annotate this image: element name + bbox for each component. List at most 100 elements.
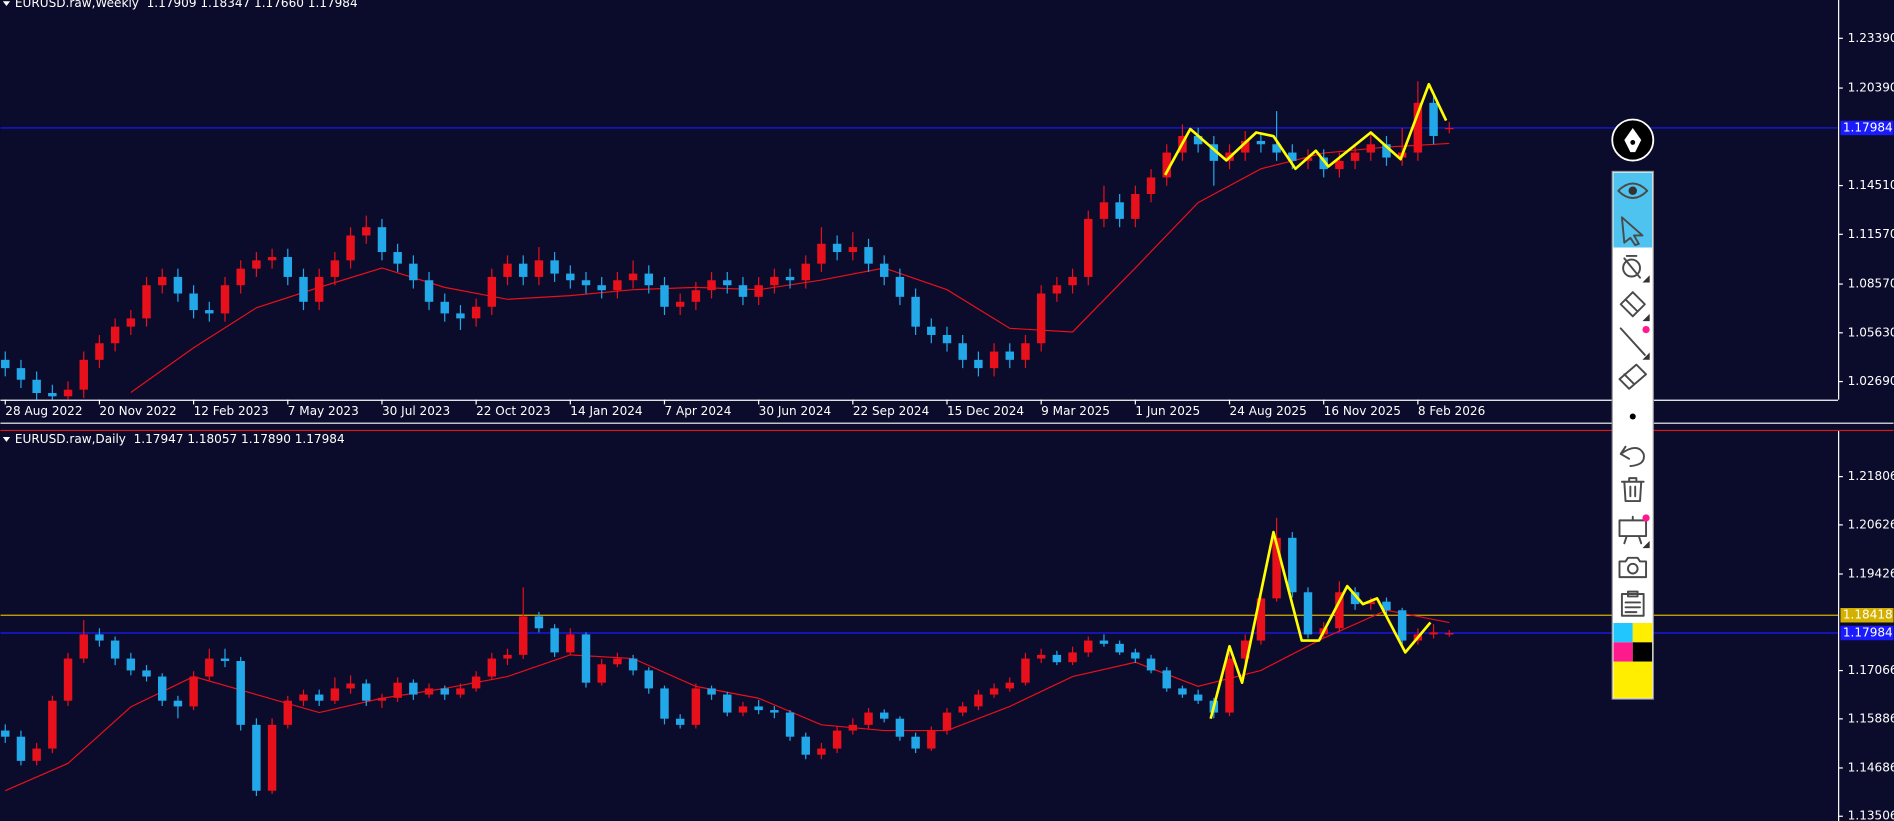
dot-tool[interactable] (1629, 413, 1636, 420)
candle-body (409, 682, 418, 695)
candle-body (1005, 682, 1015, 689)
candle-body (518, 263, 528, 277)
x-tick-label: 14 Jan 2024 (570, 404, 642, 418)
candle-body (550, 628, 559, 653)
candle-body (566, 273, 575, 281)
board-tool[interactable] (1618, 514, 1650, 549)
line-tool[interactable] (1619, 325, 1650, 360)
color-swatch[interactable] (1632, 622, 1653, 643)
highlighter-tool[interactable] (1619, 291, 1650, 322)
candle-body (424, 688, 434, 695)
candle-body (393, 682, 402, 698)
clipboard-tool[interactable] (1620, 590, 1645, 617)
candle-body (675, 301, 685, 307)
eraser-tool[interactable] (1618, 363, 1648, 390)
candle-body (1178, 688, 1187, 695)
color-dot (1642, 325, 1650, 334)
collapse-arrow[interactable] (2, 437, 11, 442)
candle-body (1272, 537, 1281, 599)
candle-body (1366, 144, 1376, 153)
candle-body (927, 730, 936, 749)
candle-body (817, 243, 826, 264)
candle-body (879, 263, 889, 277)
candle-body (503, 654, 512, 659)
x-tick-label: 7 May 2023 (288, 404, 359, 418)
candle-body (597, 285, 606, 291)
screenshot-tool[interactable] (1618, 556, 1648, 579)
candle-body (1193, 135, 1203, 145)
candle-body (895, 718, 905, 737)
pen-icon-dot (1630, 140, 1636, 145)
candle-body (377, 227, 387, 253)
candle-body (220, 285, 230, 314)
price-label-box (1840, 608, 1894, 623)
candle-body (1288, 152, 1297, 161)
collapse-arrow[interactable] (2, 1, 11, 7)
undo-tool[interactable] (1619, 445, 1645, 468)
candle-body (534, 260, 544, 277)
candle-body (299, 694, 308, 701)
candle-body (1350, 592, 1360, 605)
candle-body (974, 359, 983, 369)
active-tools (1613, 172, 1653, 248)
price-axis: 1.21806 1.20626 1.19426 1.17066 1.15886 1.146… (1838, 469, 1894, 821)
eye-tool[interactable] (1617, 182, 1649, 199)
color-dot (1642, 514, 1650, 522)
laser-tool[interactable] (1622, 254, 1650, 283)
color-swatch[interactable] (1632, 642, 1653, 662)
candle-body (691, 688, 701, 725)
color-swatch[interactable] (1613, 642, 1633, 662)
candle-body (1084, 640, 1093, 653)
x-tick-label: 7 Apr 2024 (664, 404, 731, 418)
candle-body (1303, 592, 1313, 635)
color-swatch[interactable] (1613, 622, 1633, 643)
candle-body (424, 280, 434, 302)
color-swatch[interactable] (1613, 661, 1653, 698)
candle-body (879, 712, 889, 719)
candle-body (63, 389, 73, 397)
candle-body (754, 285, 763, 297)
candle-body (1335, 160, 1344, 170)
candle-body (1382, 601, 1391, 611)
y-tick-label: 1.08570 (1848, 277, 1894, 291)
candle-body (1146, 177, 1156, 195)
candle-body (205, 310, 214, 314)
candle-body (471, 676, 481, 689)
y-tick-label: 1.14510 (1848, 178, 1894, 192)
candle-body (252, 724, 261, 791)
candle-body (1162, 670, 1171, 689)
candle-body (1115, 202, 1124, 219)
candle-body (644, 670, 654, 689)
plot-layer: 1.23390 1.20390 1.14510 1.11570 1.08570 1.056… (0, 31, 1894, 821)
candle-body (456, 688, 465, 695)
candle-body (628, 273, 638, 281)
candle-body (142, 670, 151, 677)
candle-body (456, 313, 465, 319)
candle-body (770, 710, 779, 713)
candle-body (864, 247, 873, 264)
candle-body (16, 736, 26, 761)
candle-body (487, 276, 497, 307)
candle-body (723, 694, 732, 713)
x-tick-label: 8 Feb 2026 (1418, 404, 1485, 418)
delete-tool[interactable] (1620, 477, 1645, 503)
candle-body (1272, 144, 1281, 153)
cursor-tool[interactable] (1620, 216, 1644, 247)
candle-body (754, 706, 763, 711)
candle-body (95, 634, 104, 641)
candle-body (1429, 632, 1438, 635)
candle-body (1445, 127, 1454, 130)
candle-body (440, 688, 449, 695)
candle-body (1209, 144, 1219, 161)
candle-body (597, 664, 606, 683)
candle-body (126, 318, 136, 327)
y-tick-label: 1.20390 (1848, 81, 1894, 95)
candle-body (1382, 144, 1391, 158)
candle-body (283, 257, 293, 277)
candle-body (63, 658, 73, 701)
candle-body (848, 724, 858, 731)
candle-body (534, 616, 544, 629)
candle-body (1068, 652, 1077, 663)
candle-body (1193, 694, 1203, 701)
candle-body (252, 260, 261, 269)
